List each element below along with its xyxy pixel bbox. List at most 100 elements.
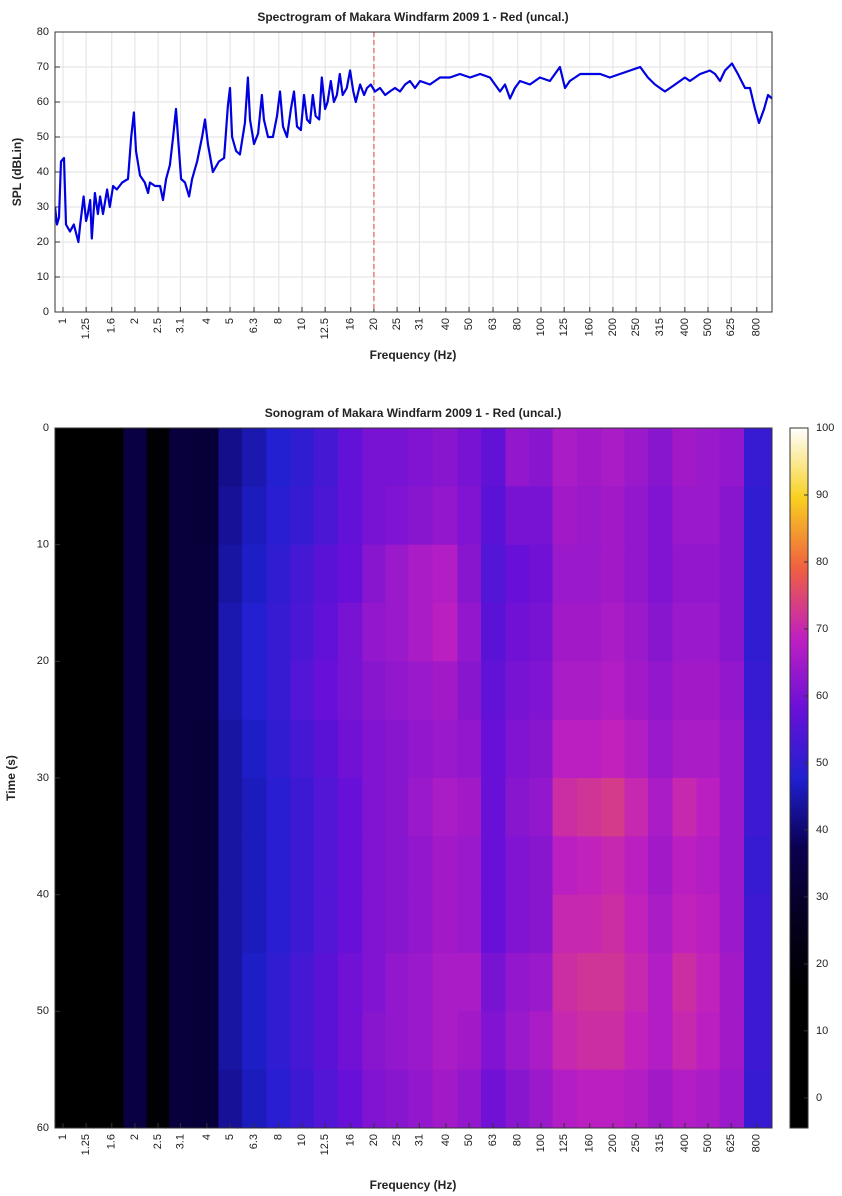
heatmap-cell — [576, 1011, 602, 1071]
heatmap-cell — [648, 603, 673, 662]
colorbar-tick-label: 20 — [816, 958, 828, 970]
heatmap-cell — [98, 428, 124, 487]
x-tick-label: 10 — [296, 318, 308, 330]
heatmap-cell — [505, 1011, 530, 1071]
heatmap-cell — [744, 1011, 772, 1071]
heatmap-cell — [337, 661, 363, 721]
x-tick-label: 200 — [607, 1134, 619, 1152]
heatmap-cell — [719, 1011, 745, 1071]
heatmap-cell — [385, 544, 409, 604]
heatmap-cell — [624, 1069, 649, 1128]
heatmap-cell — [74, 836, 100, 896]
heatmap-cell — [242, 894, 267, 954]
heatmap-cell — [362, 661, 387, 721]
heatmap-cell — [408, 1069, 434, 1128]
heatmap-cell — [146, 603, 170, 662]
heatmap-cell — [529, 428, 554, 487]
heatmap-cell — [648, 719, 673, 779]
x-tick-label: 2 — [129, 318, 141, 324]
heatmap-cell — [744, 778, 772, 837]
y-tick-label: 50 — [37, 1005, 49, 1017]
x-tick-label: 200 — [607, 318, 619, 336]
heatmap-cell — [55, 661, 76, 721]
heatmap-cell — [457, 603, 482, 662]
heatmap-cell — [719, 1069, 745, 1128]
heatmap-cell — [266, 1011, 291, 1071]
heatmap-cell — [601, 1011, 626, 1071]
heatmap-cell — [457, 486, 482, 546]
heatmap-cell — [313, 953, 339, 1012]
heatmap-cell — [55, 894, 76, 954]
heatmap-cell — [337, 1011, 363, 1071]
heatmap-cell — [457, 953, 482, 1012]
heatmap-cell — [218, 1069, 243, 1128]
heatmap-cell — [313, 778, 339, 837]
x-tick-label: 1 — [57, 1134, 69, 1140]
heatmap-cell — [169, 894, 195, 954]
heatmap-cell — [146, 486, 170, 546]
colorbar-tick-label: 90 — [816, 489, 828, 501]
heatmap-cell — [457, 778, 482, 837]
colorbar — [789, 427, 809, 1129]
heatmap-cell — [432, 719, 458, 779]
heatmap-cell — [146, 894, 170, 954]
heatmap-cell — [123, 953, 148, 1012]
heatmap-cell — [601, 544, 626, 604]
heatmap-cell — [457, 661, 482, 721]
heatmap-cell — [576, 486, 602, 546]
heatmap-cell — [313, 544, 339, 604]
x-tick-label: 3.1 — [174, 318, 186, 333]
heatmap-cell — [696, 1069, 721, 1128]
heatmap-cell — [601, 778, 626, 837]
heatmap-cell — [648, 894, 673, 954]
heatmap-cell — [266, 1069, 291, 1128]
heatmap-cell — [576, 1069, 602, 1128]
heatmap-cell — [672, 544, 697, 604]
x-tick-label: 800 — [751, 318, 763, 336]
heatmap-cell — [74, 719, 100, 779]
heatmap-cell — [601, 953, 626, 1012]
heatmap-cell — [601, 603, 626, 662]
heatmap-cell — [146, 1069, 170, 1128]
y-tick-label: 40 — [37, 166, 49, 178]
heatmap-cell — [313, 894, 339, 954]
x-tick-label: 1 — [57, 318, 69, 324]
heatmap-cell — [266, 661, 291, 721]
heatmap-cell — [385, 603, 409, 662]
heatmap-cell — [696, 661, 721, 721]
heatmap-cell — [74, 544, 100, 604]
heatmap-cell — [601, 486, 626, 546]
heatmap-cell — [719, 428, 745, 487]
heatmap-cell — [505, 544, 530, 604]
chart-title: Spectrogram of Makara Windfarm 2009 1 - … — [257, 10, 568, 24]
heatmap-cell — [624, 1011, 649, 1071]
heatmap-cell — [744, 486, 772, 546]
heatmap-cell — [242, 603, 267, 662]
heatmap-cell — [719, 953, 745, 1012]
heatmap-cell — [744, 894, 772, 954]
x-tick-label: 250 — [630, 318, 642, 336]
heatmap-cell — [408, 1011, 434, 1071]
heatmap-cell — [481, 661, 506, 721]
heatmap-cell — [193, 778, 219, 837]
y-tick-label: 30 — [37, 772, 49, 784]
x-tick-label: 315 — [654, 318, 666, 336]
plot-frame — [54, 31, 773, 313]
heatmap-cell — [169, 428, 195, 487]
colorbar-tick-label: 80 — [816, 556, 828, 568]
heatmap-cell — [529, 778, 554, 837]
heatmap-cell — [313, 836, 339, 896]
heatmap-cell — [313, 1011, 339, 1071]
heatmap-cell — [696, 1011, 721, 1071]
heatmap-cell — [266, 544, 291, 604]
heatmap-cell — [744, 544, 772, 604]
heatmap-cell — [576, 719, 602, 779]
x-tick-label: 125 — [558, 1134, 570, 1152]
heatmap-cell — [193, 953, 219, 1012]
heatmap-cell — [432, 894, 458, 954]
heatmap-cell — [672, 1069, 697, 1128]
heatmap-cell — [481, 894, 506, 954]
heatmap-cell — [624, 661, 649, 721]
heatmap-cell — [337, 486, 363, 546]
